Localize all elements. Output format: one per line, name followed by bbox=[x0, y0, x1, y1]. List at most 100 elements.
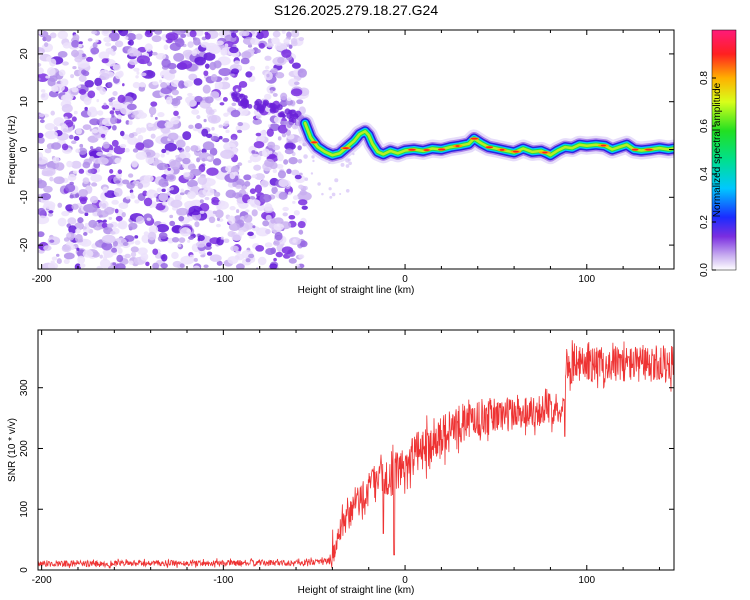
noise-blob bbox=[268, 150, 273, 155]
noise-blob bbox=[290, 88, 303, 97]
noise-blob bbox=[193, 37, 201, 46]
noise-blob bbox=[38, 73, 49, 83]
noise-blob bbox=[266, 128, 274, 137]
noise-blob bbox=[196, 241, 206, 248]
noise-blob bbox=[91, 30, 98, 35]
snr-frame bbox=[37, 329, 675, 571]
noise-blob bbox=[240, 57, 250, 65]
noise-blob bbox=[230, 73, 235, 77]
noise-blob bbox=[99, 87, 107, 95]
noise-blob bbox=[122, 241, 129, 246]
noise-blob bbox=[103, 36, 112, 43]
noise-blob bbox=[110, 115, 118, 125]
noise-blob bbox=[169, 159, 181, 170]
noise-blob bbox=[272, 169, 277, 173]
noise-blob bbox=[182, 157, 191, 165]
noise-blob bbox=[49, 58, 57, 67]
noise-blob bbox=[263, 93, 272, 100]
noise-blob bbox=[97, 110, 104, 116]
noise-blob bbox=[296, 99, 304, 105]
noise-blob bbox=[114, 157, 121, 164]
noise-blob bbox=[227, 230, 235, 237]
noise-blob bbox=[283, 159, 289, 165]
noise-blob bbox=[293, 81, 300, 86]
noise-blob bbox=[49, 176, 54, 182]
noise-blob bbox=[190, 145, 199, 152]
noise-blob bbox=[188, 235, 194, 240]
noise-blob bbox=[62, 94, 73, 103]
noise-blob bbox=[126, 182, 135, 190]
noise-blob bbox=[238, 230, 245, 236]
noise-blob bbox=[117, 94, 126, 103]
noise-blob bbox=[171, 251, 179, 260]
noise-blob bbox=[191, 109, 200, 115]
noise-blob bbox=[132, 81, 141, 89]
noise-blob bbox=[271, 186, 278, 195]
noise-blob bbox=[128, 39, 134, 46]
ridge-hotspot bbox=[455, 145, 460, 147]
noise-blob bbox=[270, 67, 278, 74]
noise-blob bbox=[137, 134, 144, 141]
noise-blob bbox=[82, 177, 90, 185]
colorbar: 0.0 0.2 0.4 0.6 0.8 Normalized spectral ampl… bbox=[699, 29, 737, 277]
noise-blob bbox=[247, 198, 254, 205]
ridge-hotspot bbox=[485, 146, 493, 149]
noise-blob bbox=[75, 228, 81, 234]
noise-blob bbox=[204, 96, 214, 104]
noise-blob bbox=[114, 208, 119, 214]
noise-blob bbox=[321, 192, 324, 196]
noise-blob bbox=[260, 30, 269, 39]
noise-blob bbox=[291, 169, 300, 176]
noise-blob bbox=[188, 124, 194, 130]
noise-blob bbox=[272, 30, 281, 38]
noise-blob bbox=[189, 30, 197, 38]
noise-blob bbox=[201, 148, 207, 154]
noise-blob bbox=[61, 143, 69, 151]
noise-blob bbox=[186, 99, 197, 107]
snr-y-axis: 0 100 200 300 bbox=[19, 379, 674, 573]
noise-blob bbox=[235, 250, 241, 255]
noise-blob bbox=[298, 37, 305, 42]
noise-blob bbox=[97, 210, 109, 218]
spectrogram-y-tick-label: -20 bbox=[19, 237, 30, 252]
noise-blob bbox=[209, 254, 222, 262]
noise-blob bbox=[166, 187, 171, 192]
noise-blob bbox=[49, 32, 57, 39]
noise-blob bbox=[238, 81, 248, 88]
noise-blob bbox=[276, 104, 283, 111]
noise-blob bbox=[210, 74, 218, 82]
noise-blob bbox=[114, 263, 126, 269]
noise-blob bbox=[117, 222, 126, 229]
noise-blob bbox=[125, 120, 130, 125]
noise-blob bbox=[290, 30, 300, 38]
noise-blob bbox=[39, 119, 45, 124]
noise-blob bbox=[208, 216, 216, 224]
noise-blob bbox=[170, 186, 174, 191]
noise-blob bbox=[247, 231, 254, 237]
noise-blob bbox=[38, 67, 44, 75]
noise-blob bbox=[225, 189, 237, 199]
noise-blob bbox=[233, 60, 241, 65]
noise-blob bbox=[275, 72, 285, 79]
noise-blob bbox=[133, 67, 140, 72]
noise-blob bbox=[101, 241, 113, 251]
noise-blob bbox=[77, 217, 84, 224]
noise-blob bbox=[282, 212, 288, 217]
noise-blob bbox=[178, 215, 185, 222]
noise-blob bbox=[97, 125, 109, 134]
noise-blob bbox=[188, 205, 203, 216]
noise-blob bbox=[109, 110, 115, 115]
noise-blob bbox=[238, 65, 243, 70]
noise-blob bbox=[264, 242, 273, 248]
noise-blob bbox=[284, 148, 294, 155]
noise-blob bbox=[266, 73, 270, 78]
noise-blob bbox=[232, 181, 237, 188]
noise-blob bbox=[247, 104, 253, 109]
noise-blob bbox=[245, 209, 250, 213]
noise-blob bbox=[79, 143, 84, 148]
noise-blob bbox=[140, 252, 149, 261]
noise-blob bbox=[130, 192, 134, 197]
noise-blob bbox=[257, 136, 265, 142]
noise-blob bbox=[55, 162, 65, 171]
noise-blob bbox=[102, 141, 110, 149]
